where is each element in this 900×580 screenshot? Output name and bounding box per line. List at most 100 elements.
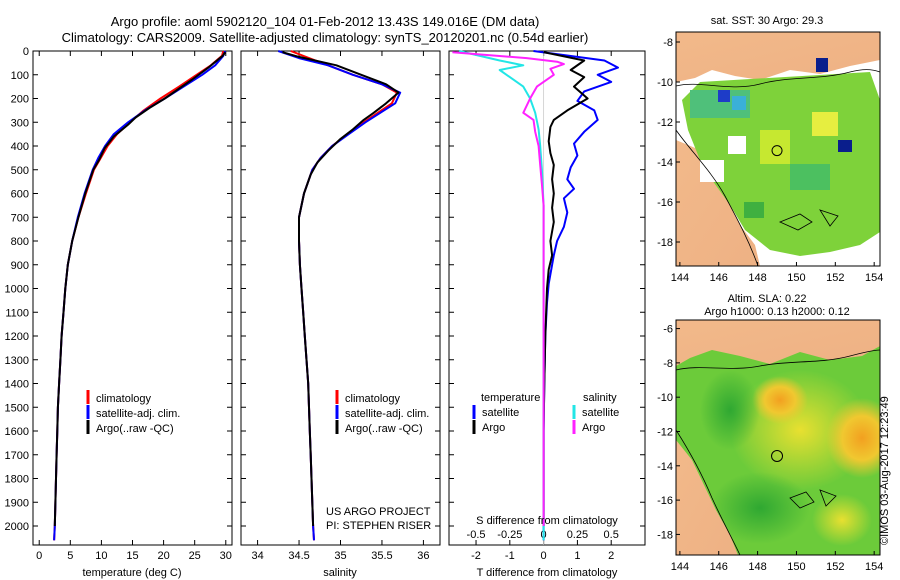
legend-heading-temperature: temperature bbox=[481, 392, 540, 404]
y-tick-label: 0 bbox=[23, 46, 29, 58]
map-x-tick-label: 144 bbox=[671, 561, 689, 573]
series-argo-raw-qc bbox=[53, 51, 227, 527]
s-tick-label: 0.25 bbox=[567, 529, 588, 541]
sst-map: sat. SST: 30 Argo: 29.3 144 146 148 150 152 1… bbox=[657, 15, 883, 284]
legend-label-temp-argo: Argo bbox=[482, 422, 505, 434]
pi-label: PI: STEPHEN RISER bbox=[326, 520, 431, 532]
map-x-tick-label: 150 bbox=[787, 561, 805, 573]
sla-map-subtitle: Argo h1000: 0.13 h2000: 0.12 bbox=[704, 306, 850, 318]
sst-missing-cell bbox=[700, 160, 724, 182]
title-line-2: Climatology: CARS2009. Satellite-adjuste… bbox=[61, 30, 589, 45]
sla-high-area bbox=[752, 376, 808, 424]
map-x-tick-label: 154 bbox=[865, 561, 883, 573]
x-tick-label: 36 bbox=[417, 550, 429, 562]
sst-warm-patch bbox=[812, 112, 838, 136]
map-y-tick-label: -8 bbox=[663, 358, 673, 370]
y-tick-label: 1200 bbox=[5, 331, 29, 343]
y-tick-label: 1900 bbox=[5, 497, 29, 509]
map-y-tick-label: -12 bbox=[657, 426, 673, 438]
sla-high-area bbox=[826, 398, 880, 478]
salinity-panel: 34 34.5 35 35.5 36 climatology satellite-adj… bbox=[240, 50, 441, 579]
x-tick-label: 35 bbox=[334, 550, 346, 562]
sst-cold-cell bbox=[838, 140, 852, 152]
map-x-tick-label: 154 bbox=[865, 272, 883, 284]
x-tick-label: 30 bbox=[220, 550, 232, 562]
argo-location-marker bbox=[771, 450, 784, 463]
x-tick-label: 0 bbox=[541, 550, 547, 562]
x-tick-label: 15 bbox=[126, 550, 138, 562]
legend-label-satellite-adj: satellite-adj. clim. bbox=[96, 408, 180, 420]
salinity-plot-frame bbox=[240, 50, 441, 546]
legend-label-argo: Argo(..raw -QC) bbox=[96, 423, 174, 435]
x-tick-label: 0 bbox=[36, 550, 42, 562]
map-x-tick-label: 146 bbox=[710, 561, 728, 573]
legend-label-climatology: climatology bbox=[96, 393, 152, 405]
sst-warm-patch bbox=[760, 130, 790, 164]
temperature-panel: 0 5 10 15 20 25 300100200300400500600700800900… bbox=[5, 46, 233, 579]
map-x-tick-label: 146 bbox=[710, 272, 728, 284]
sst-map-field bbox=[676, 32, 880, 266]
y-tick-label: 1400 bbox=[5, 379, 29, 391]
x-tick-label: 34.5 bbox=[288, 550, 309, 562]
map-x-tick-label: 144 bbox=[671, 272, 689, 284]
map-y-tick-label: -16 bbox=[657, 495, 673, 507]
y-tick-label: 200 bbox=[11, 94, 29, 106]
y-tick-label: 1800 bbox=[5, 474, 29, 486]
y-tick-label: 800 bbox=[11, 236, 29, 248]
map-y-tick-label: -18 bbox=[657, 529, 673, 541]
y-tick-label: 700 bbox=[11, 212, 29, 224]
legend-label-sal-satellite: satellite bbox=[582, 407, 619, 419]
sst-cold-cell bbox=[718, 90, 730, 102]
map-y-tick-label: -18 bbox=[657, 237, 673, 249]
y-tick-label: 1100 bbox=[5, 307, 29, 319]
s-tick-label: 0.5 bbox=[604, 529, 619, 541]
land-australia bbox=[676, 140, 760, 266]
x-tick-label: -1 bbox=[505, 550, 515, 562]
map-x-tick-label: 152 bbox=[826, 272, 844, 284]
x-tick-label: 5 bbox=[67, 550, 73, 562]
s-tick-label: -0.25 bbox=[497, 529, 522, 541]
x-tick-label: 2 bbox=[608, 550, 614, 562]
legend-label-climatology: climatology bbox=[345, 393, 401, 405]
sla-map-field bbox=[676, 320, 880, 555]
sst-map-frame bbox=[675, 31, 881, 267]
x-tick-label: 10 bbox=[95, 550, 107, 562]
temperature-plot-frame bbox=[32, 50, 233, 546]
map-x-tick-label: 152 bbox=[826, 561, 844, 573]
map-y-tick-label: -6 bbox=[663, 324, 673, 336]
map-y-tick-label: -14 bbox=[657, 461, 673, 473]
x-tick-label: 1 bbox=[574, 550, 580, 562]
map-y-tick-label: -8 bbox=[663, 37, 673, 49]
land-png bbox=[676, 32, 880, 82]
y-tick-label: 1000 bbox=[5, 284, 29, 296]
map-x-tick-label: 150 bbox=[787, 272, 805, 284]
temperature-x-label: temperature (deg C) bbox=[82, 567, 181, 579]
series-argo-raw-qc bbox=[282, 51, 400, 527]
map-x-tick-label: 148 bbox=[748, 272, 766, 284]
map-y-tick-label: -10 bbox=[657, 392, 673, 404]
land-png bbox=[676, 320, 880, 366]
sst-missing-cell bbox=[728, 136, 746, 154]
map-y-tick-label: -14 bbox=[657, 157, 673, 169]
series-salinity-argo bbox=[452, 51, 565, 526]
land-australia bbox=[676, 440, 738, 555]
sla-low-area bbox=[700, 370, 760, 450]
s-difference-label: S difference from climatology bbox=[476, 515, 618, 527]
x-tick-label: -2 bbox=[471, 550, 481, 562]
legend-heading-salinity: salinity bbox=[583, 392, 617, 404]
salinity-legend: climatology satellite-adj. clim. Argo(..… bbox=[335, 390, 429, 435]
y-tick-label: 300 bbox=[11, 117, 29, 129]
legend-label-sal-argo: Argo bbox=[582, 422, 605, 434]
sst-cold-cell bbox=[816, 58, 828, 72]
y-tick-label: 1500 bbox=[5, 402, 29, 414]
x-tick-label: 35.5 bbox=[371, 550, 392, 562]
sla-high-area bbox=[812, 494, 872, 546]
temperature-legend: climatology satellite-adj. clim. Argo(..… bbox=[86, 390, 180, 435]
y-tick-label: 1700 bbox=[5, 450, 29, 462]
y-tick-label: 2000 bbox=[5, 521, 29, 533]
sla-map-title: Altim. SLA: 0.22 bbox=[728, 293, 807, 305]
sla-map: Altim. SLA: 0.22 Argo h1000: 0.13 h2000:… bbox=[657, 293, 883, 573]
sst-cool-patch bbox=[790, 164, 830, 190]
